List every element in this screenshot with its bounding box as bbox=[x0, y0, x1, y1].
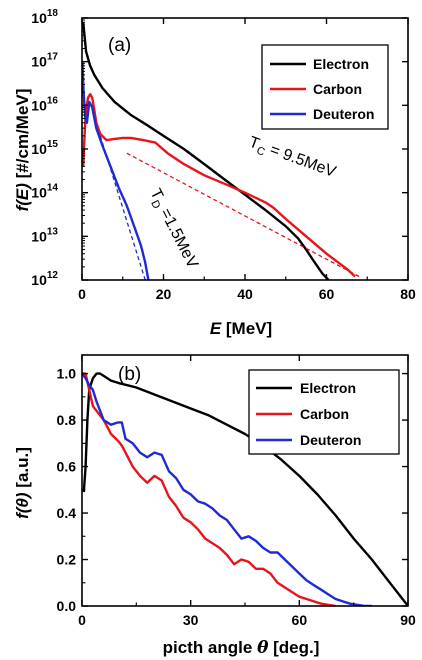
x-tick-label-b: 90 bbox=[400, 612, 416, 628]
y-tick-label-b: 0.8 bbox=[57, 412, 77, 428]
series-line-b-carbon bbox=[82, 372, 336, 606]
annotation-temperature-0: TC = 9.5MeV bbox=[246, 134, 339, 184]
y-tick-label-a: 1018 bbox=[31, 8, 58, 26]
chart-energy-spectrum: (a) E [MeV] f(E) [#/cm/MeV] 0 20 40 60 80 101… bbox=[13, 8, 416, 338]
series-line-b-electron bbox=[82, 372, 408, 606]
y-tick-label-b: 0.2 bbox=[57, 552, 77, 568]
x-tick-label-b: 0 bbox=[78, 612, 86, 628]
legend-label-b-carbon: Carbon bbox=[300, 406, 349, 422]
series-line-a-electron bbox=[82, 22, 330, 280]
y-tick-label-a: 1012 bbox=[31, 270, 58, 288]
legend-label-a-deuteron: Deuteron bbox=[313, 106, 374, 122]
y-tick-label-a: 1017 bbox=[31, 52, 58, 70]
y-tick-label-b: 0.0 bbox=[57, 598, 77, 614]
x-tick-label-a: 80 bbox=[400, 286, 416, 302]
y-axis-label-a: f(E) [#/cm/MeV] bbox=[13, 89, 32, 212]
x-tick-label-a: 60 bbox=[319, 286, 335, 302]
legend-a: Electron Carbon Deuteron bbox=[261, 44, 389, 130]
legend-label-a-electron: Electron bbox=[313, 56, 369, 72]
fit-line-a-4 bbox=[99, 135, 146, 280]
panel-label-b: (b) bbox=[118, 364, 141, 385]
legend-label-a-carbon: Carbon bbox=[313, 81, 362, 97]
y-tick-label-a: 1014 bbox=[31, 183, 58, 201]
x-axis-label-a: E [MeV] bbox=[210, 319, 272, 338]
y-tick-label-a: 1013 bbox=[31, 226, 58, 244]
legend-b: Electron Carbon Deuteron bbox=[248, 369, 400, 455]
legend-label-b-deuteron: Deuteron bbox=[300, 432, 361, 448]
y-tick-label-a: 1015 bbox=[31, 139, 58, 157]
legend-label-b-electron: Electron bbox=[300, 380, 356, 396]
x-tick-label-a: 20 bbox=[156, 286, 172, 302]
y-tick-label-a: 1016 bbox=[31, 95, 58, 113]
x-axis-label-b: picth angle θ [deg.] bbox=[163, 638, 320, 658]
series-line-a-carbon bbox=[82, 93, 356, 278]
annotation-temperature-1: TD =1.5MeV bbox=[144, 186, 201, 273]
x-tick-label-a: 0 bbox=[78, 286, 86, 302]
y-axis-label-b: f(θ) [a.u.] bbox=[13, 447, 32, 519]
series-line-b-deuteron bbox=[82, 372, 372, 606]
y-tick-label-b: 1.0 bbox=[57, 366, 77, 382]
fit-line-a-3 bbox=[126, 152, 360, 278]
y-tick-label-b: 0.4 bbox=[57, 505, 77, 521]
chart-pitch-angle: (b) picth angle θ [deg.] f(θ) [a.u.] 0 30… bbox=[13, 354, 416, 658]
y-tick-label-b: 0.6 bbox=[57, 459, 77, 475]
x-tick-label-a: 40 bbox=[237, 286, 253, 302]
series-line-a-deuteron bbox=[82, 61, 150, 280]
panel-label-a: (a) bbox=[108, 35, 131, 56]
x-tick-label-b: 30 bbox=[183, 612, 199, 628]
x-tick-label-b: 60 bbox=[292, 612, 308, 628]
